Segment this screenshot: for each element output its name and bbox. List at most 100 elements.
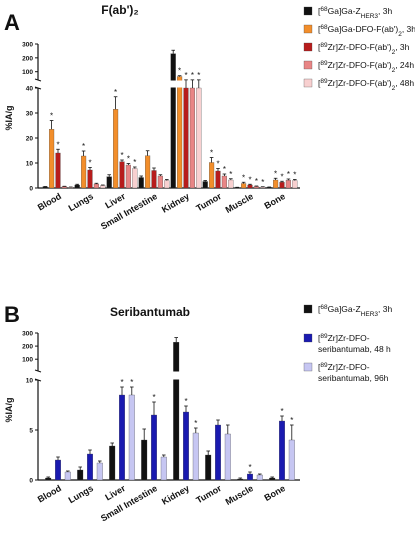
bar-b-s1-liver <box>119 394 125 481</box>
y-tick-label: 100 <box>22 357 33 364</box>
x-tick-label: Bone <box>263 191 287 211</box>
bar-b-s0-bone <box>269 477 276 481</box>
bar-a-s1-tumor <box>209 162 215 189</box>
y-tick-label: 0 <box>29 478 33 485</box>
y-tick-label: 0 <box>29 186 33 193</box>
bar-a-s0-lungs <box>74 184 80 189</box>
significance-star: * <box>130 378 133 387</box>
y-tick-label: 200 <box>22 344 33 351</box>
legend-swatch <box>303 304 313 314</box>
bar-a-s2-bone <box>279 182 285 189</box>
legend: [68Ga]Ga-ZHER3, 3h [68Ga]Ga-DFO-F(ab')2, … <box>303 6 415 92</box>
significance-star: * <box>293 171 296 180</box>
bar-a-s3-kidney <box>189 87 195 189</box>
significance-star: * <box>184 71 187 80</box>
significance-star: * <box>194 419 197 428</box>
bar-b-s2-kidney <box>192 432 199 481</box>
legend-swatch <box>303 333 313 343</box>
y-tick-label: 300 <box>22 331 33 338</box>
bar-a-s2-tumor <box>215 170 221 189</box>
x-tick-label: Lungs <box>67 191 95 213</box>
bar-a-s1-bone <box>273 179 279 189</box>
bar-b-s0-small-intestine <box>141 439 148 481</box>
bar-b-s1-bone <box>279 420 285 481</box>
bar-a-s4-kidney <box>196 87 202 189</box>
legend-swatch <box>303 42 313 52</box>
bar-a-s3-bone <box>285 180 291 189</box>
significance-star: * <box>290 416 293 425</box>
y-tick-label: 300 <box>22 42 33 49</box>
significance-star: * <box>114 88 117 97</box>
axis-break-mark <box>34 369 42 373</box>
legend-label: seribantumab, 96h <box>318 373 389 383</box>
bar-b-s2-small-intestine <box>160 456 167 481</box>
y-tick-label: 5 <box>29 428 33 435</box>
legend-label: [89Zr]Zr-DFO-F(ab')2, 3h <box>318 42 410 56</box>
legend-swatch <box>303 6 313 16</box>
bar-a-s1-small-intestine <box>145 155 151 189</box>
significance-star: * <box>274 169 277 178</box>
significance-star: * <box>191 71 194 80</box>
bar-a-s1-blood <box>49 129 55 189</box>
bar-b-s2-muscle <box>256 474 263 481</box>
x-tick-label: Muscle <box>224 191 255 215</box>
panel-letter: A <box>4 10 20 35</box>
significance-star: * <box>248 463 251 472</box>
significance-star: * <box>248 175 251 184</box>
bar-a-s2-muscle <box>247 184 253 189</box>
significance-star: * <box>184 397 187 406</box>
significance-star: * <box>197 71 200 80</box>
panel-letter: B <box>4 302 20 327</box>
legend-label: [68Ga]Ga-ZHER3, 3h <box>318 304 392 318</box>
significance-star: * <box>88 159 91 168</box>
bar-a-s4-small-intestine <box>164 180 170 189</box>
chart-title: Seribantumab <box>110 305 190 319</box>
legend-label: [89Zr]Zr-DFO-F(ab')2, 48h <box>318 78 414 92</box>
bar-b-s2-bone <box>288 439 295 481</box>
bar-a-s0-tumor <box>202 181 208 189</box>
significance-star: * <box>287 170 290 179</box>
bar-b-s1-blood <box>55 459 61 481</box>
significance-star: * <box>133 158 136 167</box>
bar-a-s1-lungs <box>81 155 87 189</box>
x-tick-label: Blood <box>36 483 63 504</box>
y-tick-label: 10 <box>26 161 34 168</box>
axis-break-mark <box>34 78 42 82</box>
significance-star: * <box>210 149 213 158</box>
bar-a-s3-small-intestine <box>157 175 163 189</box>
significance-star: * <box>223 165 226 174</box>
significance-star: * <box>50 112 53 121</box>
bar-a-s2-liver <box>119 161 125 189</box>
axis-break-gap <box>172 371 180 380</box>
significance-star: * <box>242 173 245 182</box>
legend-label: [68Ga]Ga-DFO-F(ab')2, 3h <box>318 24 415 38</box>
x-tick-label: Lungs <box>67 483 95 505</box>
significance-star: * <box>120 151 123 160</box>
y-tick-label: 20 <box>26 136 34 143</box>
bar-b-s2-lungs <box>96 462 103 481</box>
x-tick-label: Muscle <box>224 483 255 507</box>
bar-b-s1-muscle <box>247 473 253 481</box>
bar-a-s0-small-intestine <box>138 177 144 189</box>
bar-a-s4-bone <box>292 180 298 189</box>
y-tick-label: 10 <box>26 378 34 385</box>
significance-star: * <box>280 172 283 181</box>
significance-star: * <box>56 140 59 149</box>
significance-star: * <box>261 178 264 187</box>
significance-star: * <box>120 378 123 387</box>
bar-a-s3-blood <box>61 186 67 189</box>
legend-swatch <box>303 60 313 70</box>
x-tick-label: Blood <box>36 191 63 212</box>
axis-break-gap <box>176 80 183 88</box>
bar-b-s0-blood <box>45 477 52 481</box>
bar-b-s2-liver <box>128 394 135 481</box>
bar-a-s0-blood <box>42 186 48 189</box>
x-tick-label: Small Intestine <box>99 191 159 231</box>
bar-b-s1-tumor <box>215 424 221 481</box>
bar-a-s2-blood <box>55 152 61 189</box>
bar-a-s3-lungs <box>93 183 99 189</box>
y-tick-label: 40 <box>26 86 34 93</box>
chart-panel-a: A F(ab')₂%IA/g010203040100200300**Blood**… <box>4 3 415 231</box>
legend-label: seribantumab, 48 h <box>318 344 391 354</box>
